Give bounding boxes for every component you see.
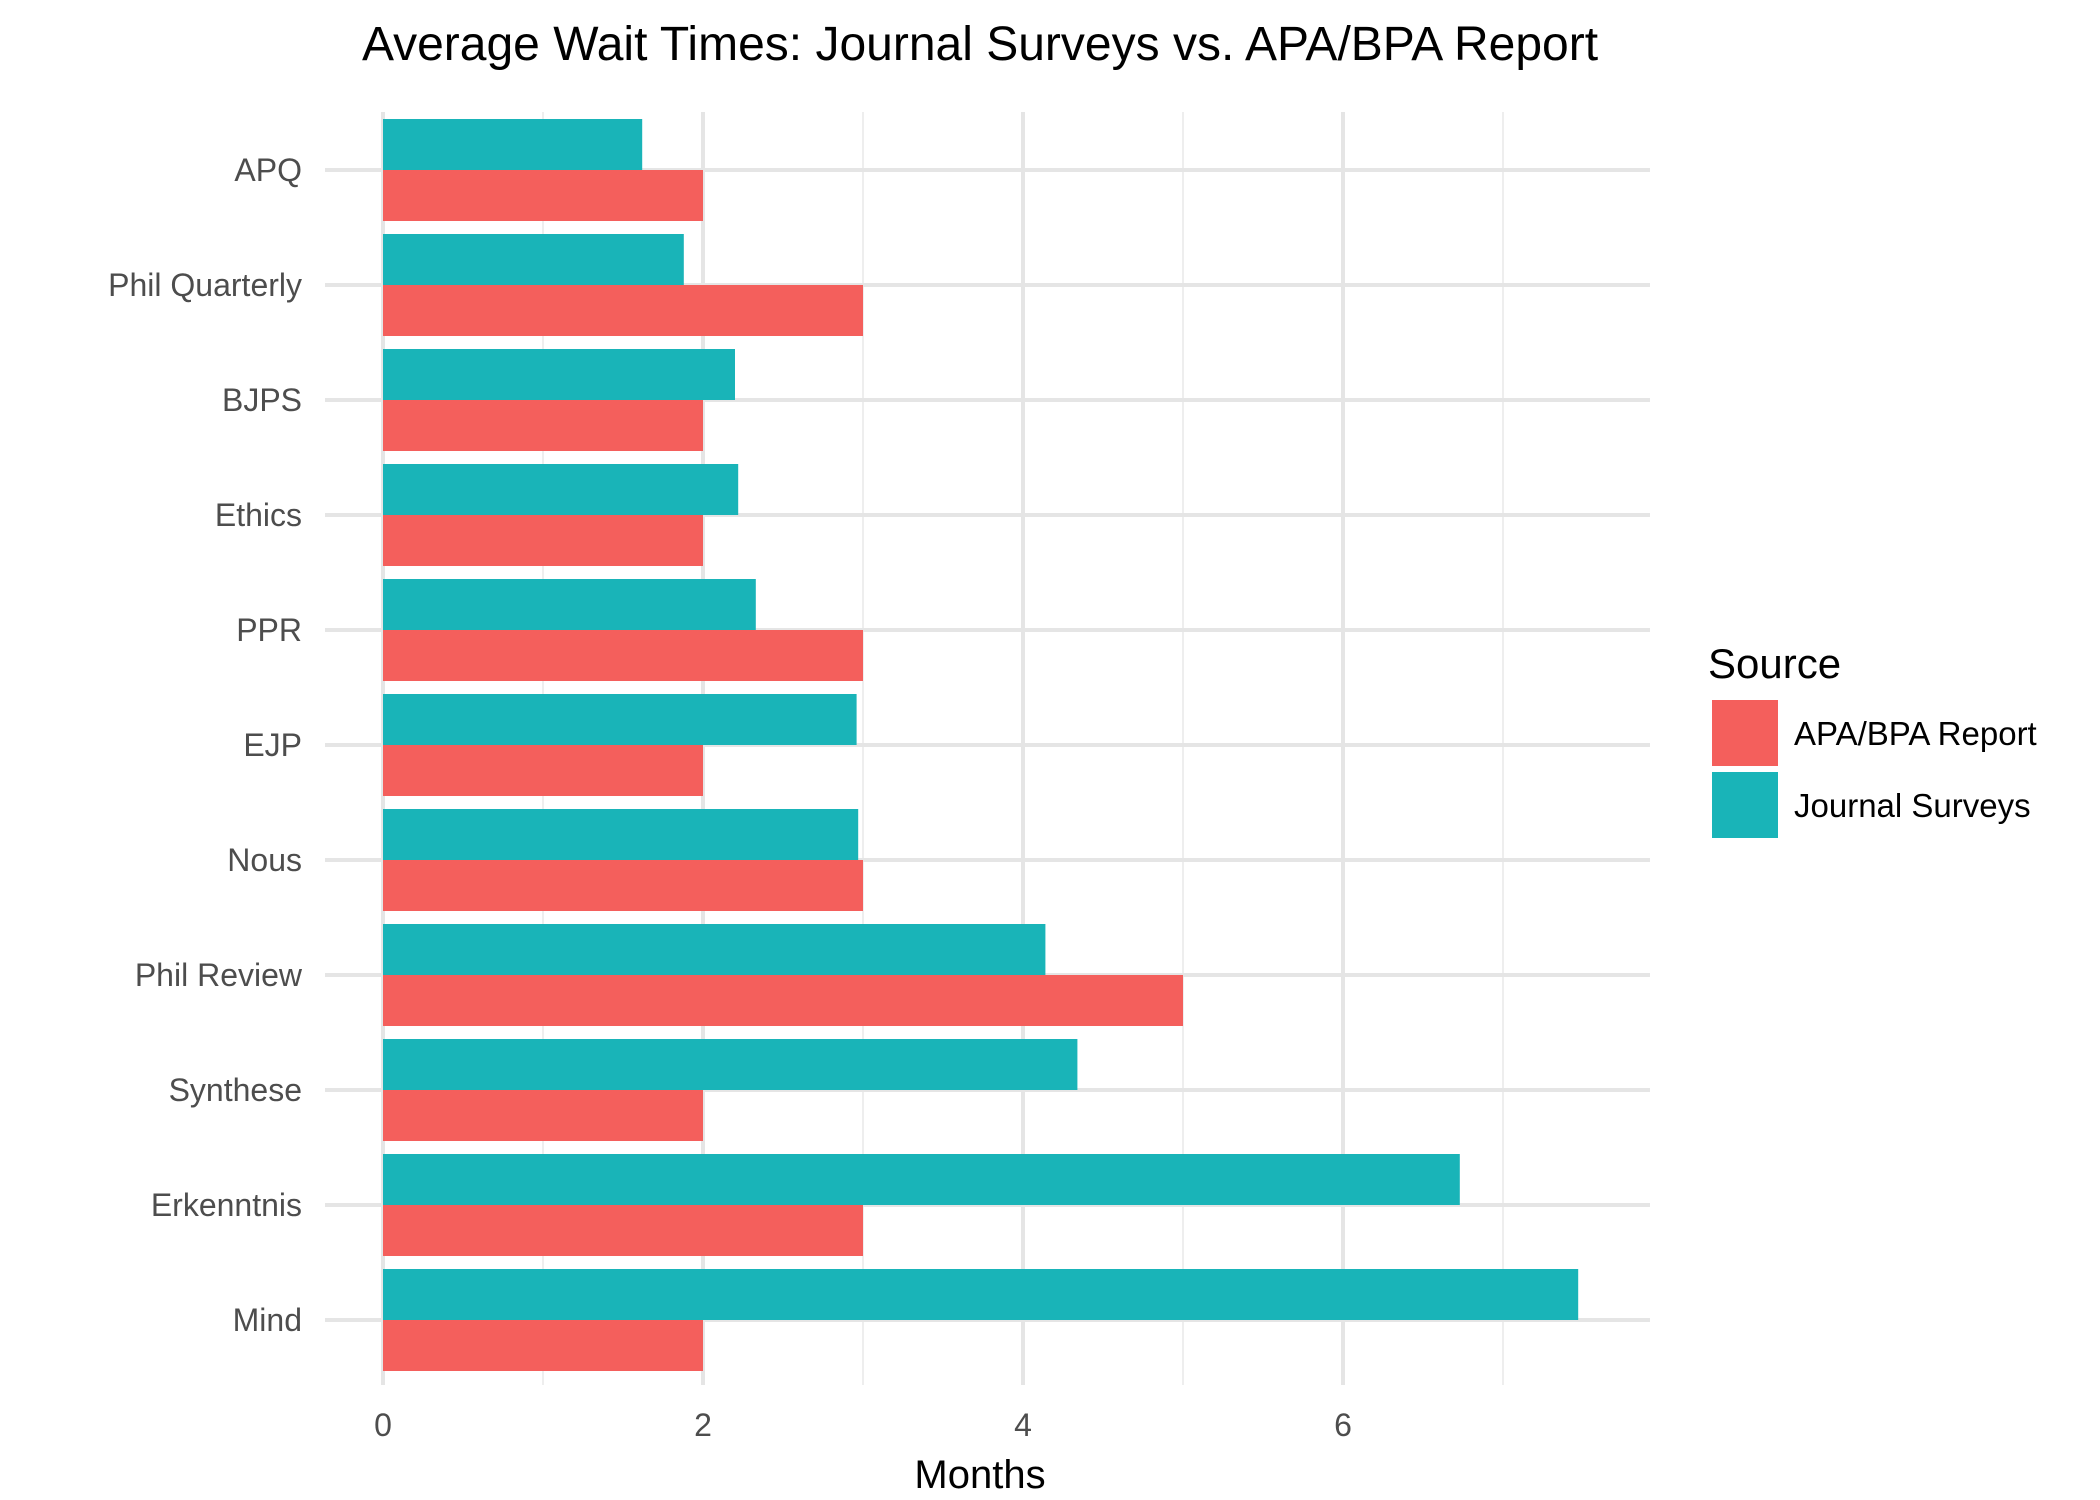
y-tick-label-apq: APQ	[234, 152, 302, 188]
bar-journal-surveys-ppr	[383, 579, 756, 630]
x-tick-label-2: 2	[694, 1407, 712, 1443]
legend: Source APA/BPA Report Journal Surveys	[1708, 640, 2037, 838]
legend-swatch-apa-bpa	[1712, 700, 1778, 766]
bars	[383, 119, 1579, 1371]
y-axis-tick-labels: APQ Phil Quarterly BJPS Ethics PPR EJP Nous Phi…	[108, 152, 303, 1338]
bar-journal-surveys-erkenntnis	[383, 1154, 1460, 1205]
bar-apa-bpa-synthese	[383, 1090, 703, 1141]
y-tick-label-ppr: PPR	[236, 612, 302, 648]
y-tick-label-synthese: Synthese	[169, 1072, 302, 1108]
y-tick-label-ejp: EJP	[243, 727, 302, 763]
chart-title: Average Wait Times: Journal Surveys vs. …	[362, 18, 1598, 71]
bar-apa-bpa-nous	[383, 860, 863, 911]
y-tick-label-erkenntnis: Erkenntnis	[151, 1187, 302, 1223]
y-tick-label-phil-review: Phil Review	[135, 957, 303, 993]
legend-label-journal-surveys: Journal Surveys	[1794, 787, 2031, 824]
bar-apa-bpa-mind	[383, 1320, 703, 1371]
bar-apa-bpa-phil-quarterly	[383, 285, 863, 336]
bar-journal-surveys-ejp	[383, 694, 857, 745]
x-tick-label-4: 4	[1014, 1407, 1032, 1443]
y-tick-label-phil-quarterly: Phil Quarterly	[108, 267, 302, 303]
legend-title: Source	[1708, 640, 1841, 687]
bar-apa-bpa-bjps	[383, 400, 703, 451]
x-tick-label-0: 0	[374, 1407, 392, 1443]
x-tick-label-6: 6	[1334, 1407, 1352, 1443]
bar-apa-bpa-ejp	[383, 745, 703, 796]
bar-journal-surveys-phil-review	[383, 924, 1046, 975]
y-tick-label-ethics: Ethics	[215, 497, 302, 533]
bar-journal-surveys-ethics	[383, 464, 739, 515]
bar-apa-bpa-ppr	[383, 630, 863, 681]
bar-journal-surveys-bjps	[383, 349, 735, 400]
x-axis-tick-labels: 0 2 4 6	[374, 1407, 1352, 1443]
bar-journal-surveys-phil-quarterly	[383, 234, 684, 285]
bar-apa-bpa-phil-review	[383, 975, 1183, 1026]
bar-journal-surveys-apq	[383, 119, 643, 170]
x-axis-title: Months	[914, 1453, 1045, 1497]
bar-apa-bpa-ethics	[383, 515, 703, 566]
bar-apa-bpa-apq	[383, 170, 703, 221]
bar-journal-surveys-synthese	[383, 1039, 1078, 1090]
legend-label-apa-bpa: APA/BPA Report	[1794, 715, 2037, 752]
legend-swatch-journal-surveys	[1712, 772, 1778, 838]
y-tick-label-mind: Mind	[233, 1302, 302, 1338]
bar-journal-surveys-nous	[383, 809, 859, 860]
y-tick-label-nous: Nous	[227, 842, 302, 878]
bar-journal-surveys-mind	[383, 1269, 1579, 1320]
bar-apa-bpa-erkenntnis	[383, 1205, 863, 1256]
y-tick-label-bjps: BJPS	[222, 382, 302, 418]
